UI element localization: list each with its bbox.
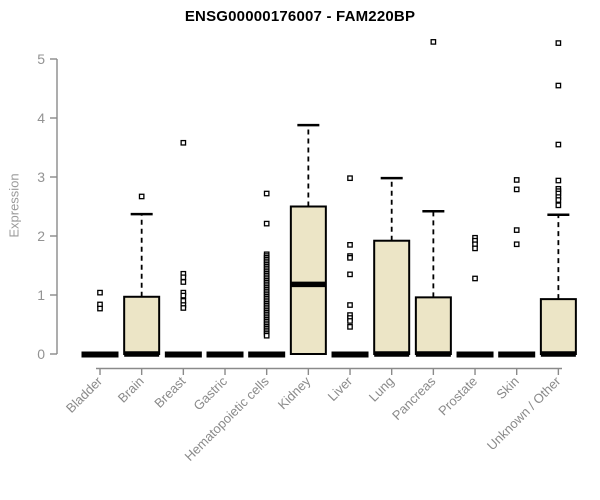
outlier-skin xyxy=(513,227,520,233)
box-group-kidney xyxy=(289,123,327,355)
outlier-liver xyxy=(347,254,353,261)
outlier-skin xyxy=(513,177,520,183)
x-tick-label-gastric: Gastric xyxy=(190,373,230,413)
collapsed-box-bladder xyxy=(81,351,119,358)
box-pancreas xyxy=(414,296,452,355)
collapsed-box-hematopoietic-cells xyxy=(248,351,286,358)
box-group-lung xyxy=(373,176,411,357)
y-tick-label-1: 1 xyxy=(37,287,45,303)
outlier-breast xyxy=(180,292,187,299)
y-tick-label-3: 3 xyxy=(37,169,45,185)
box-group-prostate xyxy=(456,234,494,358)
x-tick-label-bladder: Bladder xyxy=(63,373,106,416)
x-tick-label-lung: Lung xyxy=(366,374,397,405)
y-tick-label-0: 0 xyxy=(37,346,45,362)
x-tick-label-kidney: Kidney xyxy=(275,373,314,412)
box-group-skin xyxy=(498,177,536,358)
x-tick-label-breast: Breast xyxy=(151,373,188,410)
box-unknown-other xyxy=(539,298,577,356)
outlier-liver xyxy=(347,241,353,248)
outlier-unknown-other xyxy=(555,82,562,89)
box-lung xyxy=(373,239,411,355)
outlier-liver xyxy=(347,324,353,330)
y-tick-label-5: 5 xyxy=(37,51,45,67)
y-tick-label-2: 2 xyxy=(37,228,45,244)
collapsed-box-prostate xyxy=(456,351,494,358)
outlier-prostate xyxy=(472,275,478,282)
box-kidney xyxy=(289,205,327,355)
outlier-liver xyxy=(347,175,353,182)
y-axis: 0 1 2 3 4 5 xyxy=(37,51,58,362)
collapsed-box-skin xyxy=(498,351,536,358)
outlier-skin xyxy=(513,241,520,248)
box-group-liver xyxy=(331,175,369,358)
box-group-breast xyxy=(164,139,202,358)
outlier-unknown-other xyxy=(555,177,562,184)
outlier-hematopoietic-cells xyxy=(263,190,270,197)
outlier-hematopoietic-cells xyxy=(263,332,270,339)
box-group-bladder xyxy=(81,289,119,358)
outlier-bladder xyxy=(97,305,103,312)
collapsed-box-gastric xyxy=(206,351,244,358)
outlier-unknown-other xyxy=(555,197,562,203)
x-tick-label-skin: Skin xyxy=(493,374,521,402)
x-tick-label-pancreas: Pancreas xyxy=(389,373,439,423)
outlier-breast xyxy=(180,279,187,285)
x-tick-label-unknown-other: Unknown / Other xyxy=(484,373,564,453)
outlier-liver xyxy=(347,302,353,308)
y-tick-label-4: 4 xyxy=(37,110,45,126)
box-group-unknown-other xyxy=(539,40,577,357)
collapsed-box-liver xyxy=(331,351,369,358)
median-brain xyxy=(124,351,160,357)
outlier-liver xyxy=(347,271,353,278)
outlier-breast xyxy=(180,139,187,146)
box-group-pancreas xyxy=(414,39,452,357)
outlier-unknown-other xyxy=(555,40,562,46)
box-group-hematopoietic-cells xyxy=(248,190,286,358)
outlier-pancreas xyxy=(430,39,437,45)
outlier-skin xyxy=(513,186,520,193)
median-kidney xyxy=(290,281,326,288)
median-pancreas xyxy=(415,351,451,357)
outlier-brain xyxy=(138,193,145,200)
chart-title: ENSG00000176007 - FAM220BP xyxy=(184,8,416,25)
outlier-hematopoietic-cells xyxy=(263,220,270,227)
collapsed-box-breast xyxy=(164,351,202,358)
outlier-unknown-other xyxy=(555,141,562,148)
outlier-unknown-other xyxy=(555,202,562,209)
outlier-prostate xyxy=(472,245,478,252)
median-lung xyxy=(374,351,410,357)
median-unknown-other xyxy=(540,351,576,357)
outlier-liver xyxy=(347,318,353,324)
x-tick-label-liver: Liver xyxy=(325,373,356,404)
outlier-breast xyxy=(180,274,187,281)
box-brain xyxy=(123,295,161,355)
outlier-breast xyxy=(180,305,187,311)
x-tick-label-prostate: Prostate xyxy=(435,374,480,419)
y-axis-title: Expression xyxy=(6,173,22,238)
x-tick-label-brain: Brain xyxy=(115,374,147,406)
box-group-brain xyxy=(123,193,161,357)
box-group-gastric xyxy=(206,351,244,358)
outlier-bladder xyxy=(97,289,103,296)
